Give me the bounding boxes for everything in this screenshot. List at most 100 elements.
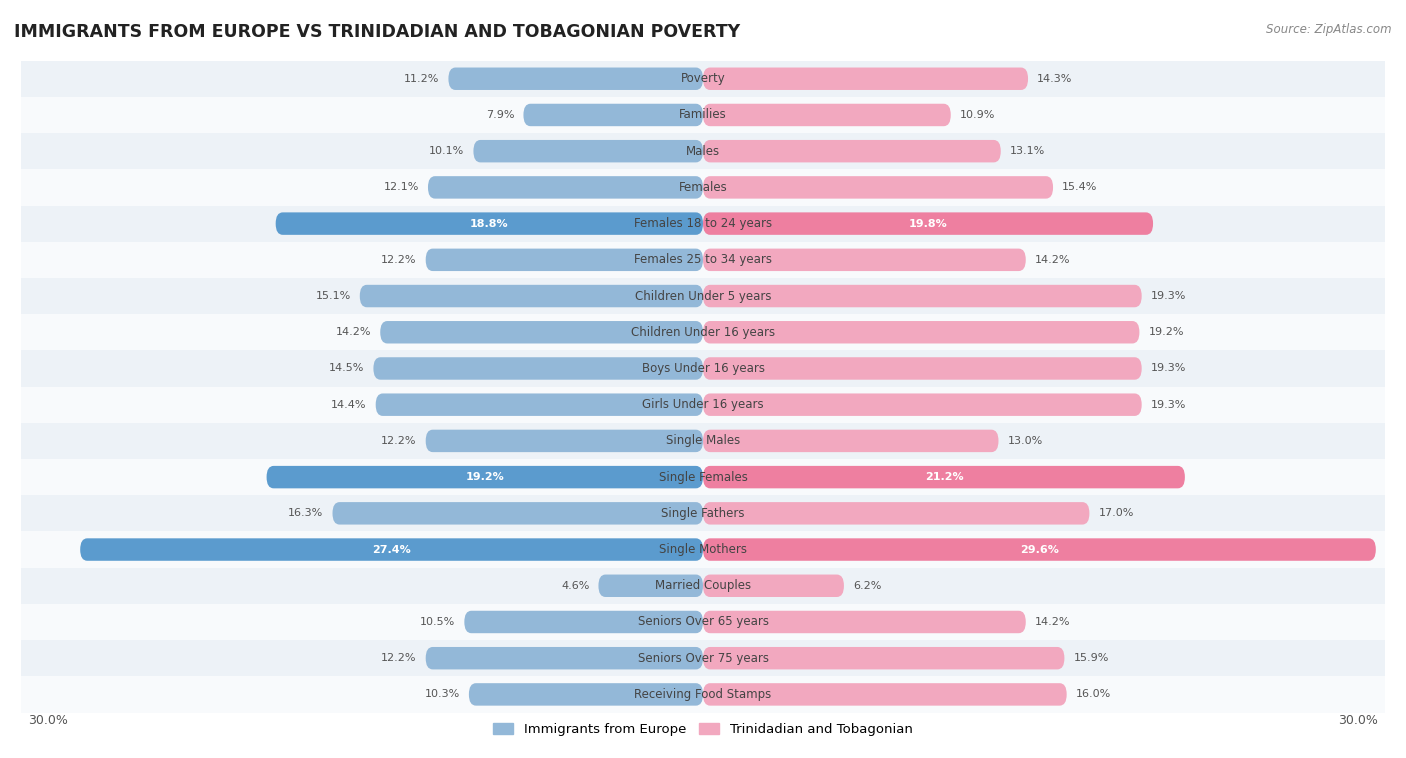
Text: 13.1%: 13.1%	[1010, 146, 1045, 156]
Text: 10.3%: 10.3%	[425, 690, 460, 700]
Text: 21.2%: 21.2%	[925, 472, 963, 482]
Bar	[21, 169, 1385, 205]
Text: 10.5%: 10.5%	[420, 617, 456, 627]
FancyBboxPatch shape	[703, 683, 1067, 706]
FancyBboxPatch shape	[703, 647, 1064, 669]
Text: 16.0%: 16.0%	[1076, 690, 1111, 700]
Text: 14.3%: 14.3%	[1038, 74, 1073, 83]
Text: Seniors Over 65 years: Seniors Over 65 years	[637, 615, 769, 628]
Bar	[21, 531, 1385, 568]
Text: 19.2%: 19.2%	[1149, 327, 1184, 337]
FancyBboxPatch shape	[703, 321, 1139, 343]
Text: 30.0%: 30.0%	[1339, 713, 1378, 727]
FancyBboxPatch shape	[703, 176, 1053, 199]
Bar	[21, 459, 1385, 495]
Text: 19.3%: 19.3%	[1150, 291, 1187, 301]
FancyBboxPatch shape	[468, 683, 703, 706]
Text: 16.3%: 16.3%	[288, 509, 323, 518]
FancyBboxPatch shape	[374, 357, 703, 380]
FancyBboxPatch shape	[703, 611, 1026, 633]
Text: IMMIGRANTS FROM EUROPE VS TRINIDADIAN AND TOBAGONIAN POVERTY: IMMIGRANTS FROM EUROPE VS TRINIDADIAN AN…	[14, 23, 740, 41]
FancyBboxPatch shape	[426, 430, 703, 452]
Text: Males: Males	[686, 145, 720, 158]
Bar	[21, 604, 1385, 640]
FancyBboxPatch shape	[703, 430, 998, 452]
Text: Females 18 to 24 years: Females 18 to 24 years	[634, 217, 772, 230]
Text: 14.2%: 14.2%	[1035, 255, 1070, 265]
Text: Receiving Food Stamps: Receiving Food Stamps	[634, 688, 772, 701]
Text: 6.2%: 6.2%	[853, 581, 882, 590]
Text: 18.8%: 18.8%	[470, 218, 509, 229]
Text: 15.9%: 15.9%	[1074, 653, 1109, 663]
Bar	[21, 278, 1385, 314]
Text: Single Males: Single Males	[666, 434, 740, 447]
Text: 14.2%: 14.2%	[1035, 617, 1070, 627]
Text: Boys Under 16 years: Boys Under 16 years	[641, 362, 765, 375]
Bar	[21, 61, 1385, 97]
FancyBboxPatch shape	[380, 321, 703, 343]
FancyBboxPatch shape	[267, 466, 703, 488]
FancyBboxPatch shape	[426, 249, 703, 271]
Bar	[21, 350, 1385, 387]
FancyBboxPatch shape	[426, 647, 703, 669]
FancyBboxPatch shape	[703, 67, 1028, 90]
Text: 11.2%: 11.2%	[404, 74, 439, 83]
FancyBboxPatch shape	[703, 140, 1001, 162]
FancyBboxPatch shape	[703, 285, 1142, 307]
Text: Families: Families	[679, 108, 727, 121]
FancyBboxPatch shape	[703, 249, 1026, 271]
Text: 10.1%: 10.1%	[429, 146, 464, 156]
FancyBboxPatch shape	[703, 466, 1185, 488]
FancyBboxPatch shape	[703, 212, 1153, 235]
Text: 7.9%: 7.9%	[486, 110, 515, 120]
FancyBboxPatch shape	[80, 538, 703, 561]
Text: 12.2%: 12.2%	[381, 436, 416, 446]
FancyBboxPatch shape	[276, 212, 703, 235]
Text: 15.1%: 15.1%	[315, 291, 350, 301]
Text: 17.0%: 17.0%	[1098, 509, 1133, 518]
Bar	[21, 314, 1385, 350]
FancyBboxPatch shape	[449, 67, 703, 90]
Bar	[21, 423, 1385, 459]
Text: Girls Under 16 years: Girls Under 16 years	[643, 398, 763, 411]
Bar	[21, 495, 1385, 531]
Text: 15.4%: 15.4%	[1062, 183, 1098, 193]
FancyBboxPatch shape	[332, 502, 703, 525]
FancyBboxPatch shape	[703, 393, 1142, 416]
FancyBboxPatch shape	[599, 575, 703, 597]
Text: 19.2%: 19.2%	[465, 472, 505, 482]
Text: Source: ZipAtlas.com: Source: ZipAtlas.com	[1267, 23, 1392, 36]
Text: Children Under 5 years: Children Under 5 years	[634, 290, 772, 302]
Text: Single Mothers: Single Mothers	[659, 543, 747, 556]
Bar	[21, 387, 1385, 423]
FancyBboxPatch shape	[464, 611, 703, 633]
Text: 10.9%: 10.9%	[960, 110, 995, 120]
Text: 19.3%: 19.3%	[1150, 399, 1187, 409]
Bar	[21, 205, 1385, 242]
Text: 14.4%: 14.4%	[330, 399, 367, 409]
Text: Females 25 to 34 years: Females 25 to 34 years	[634, 253, 772, 266]
FancyBboxPatch shape	[427, 176, 703, 199]
Text: Females: Females	[679, 181, 727, 194]
FancyBboxPatch shape	[474, 140, 703, 162]
Bar	[21, 242, 1385, 278]
Legend: Immigrants from Europe, Trinidadian and Tobagonian: Immigrants from Europe, Trinidadian and …	[488, 718, 918, 742]
Text: Poverty: Poverty	[681, 72, 725, 85]
Text: Seniors Over 75 years: Seniors Over 75 years	[637, 652, 769, 665]
Text: 14.5%: 14.5%	[329, 364, 364, 374]
Text: 29.6%: 29.6%	[1019, 544, 1059, 555]
FancyBboxPatch shape	[703, 575, 844, 597]
Bar	[21, 133, 1385, 169]
Text: Married Couples: Married Couples	[655, 579, 751, 592]
Bar	[21, 640, 1385, 676]
Text: 30.0%: 30.0%	[28, 713, 67, 727]
FancyBboxPatch shape	[375, 393, 703, 416]
Text: 19.8%: 19.8%	[908, 218, 948, 229]
Text: 12.2%: 12.2%	[381, 653, 416, 663]
FancyBboxPatch shape	[703, 104, 950, 126]
Bar	[21, 676, 1385, 713]
Text: Single Fathers: Single Fathers	[661, 507, 745, 520]
Text: Children Under 16 years: Children Under 16 years	[631, 326, 775, 339]
Text: 19.3%: 19.3%	[1150, 364, 1187, 374]
FancyBboxPatch shape	[703, 357, 1142, 380]
